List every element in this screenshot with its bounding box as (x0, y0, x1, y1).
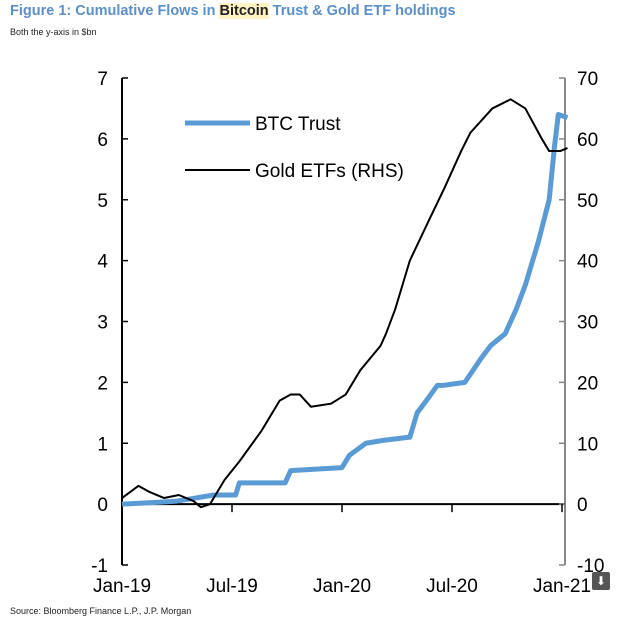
title-text: Figure 1: Cumulative Flows in (10, 3, 220, 19)
left-tick-label: 6 (97, 130, 108, 151)
chart-subtitle: Both the y-axis in $bn (10, 27, 97, 37)
x-tick-label: Jul-19 (206, 576, 258, 597)
legend-label: BTC Trust (255, 114, 341, 135)
right-tick-label: 10 (577, 434, 598, 455)
left-tick-label: 3 (97, 313, 108, 334)
chart-title: Figure 1: Cumulative Flows in Bitcoin Tr… (10, 3, 456, 19)
right-tick-label: 20 (577, 373, 598, 394)
left-tick-label: 1 (97, 434, 108, 455)
gold-etf-line (121, 98, 568, 509)
right-tick-label: 40 (577, 252, 598, 273)
legend-label: Gold ETFs (RHS) (255, 161, 404, 182)
x-tick-label: Jan-20 (313, 576, 371, 597)
left-tick-label: 2 (97, 373, 108, 394)
source-note: Source: Bloomberg Finance L.P., J.P. Mor… (10, 606, 192, 616)
download-icon[interactable]: ⬇ (592, 572, 610, 590)
x-tick-label: Jul-20 (426, 576, 478, 597)
title-text-end: Trust & Gold ETF holdings (268, 3, 456, 19)
right-tick-label: 30 (577, 313, 598, 334)
right-tick-label: 70 (577, 69, 598, 90)
x-tick-label: Jan-21 (533, 576, 591, 597)
title-highlight: Bitcoin (219, 3, 269, 19)
left-tick-label: 0 (97, 495, 108, 516)
x-tick-label: Jan-19 (93, 576, 151, 597)
right-tick-label: -10 (577, 556, 604, 577)
right-tick-label: 50 (577, 191, 598, 212)
right-tick-label: 60 (577, 130, 598, 151)
left-tick-label: 5 (97, 191, 108, 212)
btc-trust-line (121, 112, 569, 507)
left-tick-label: 7 (97, 69, 108, 90)
left-tick-label: 4 (97, 252, 108, 273)
right-tick-label: 0 (577, 495, 588, 516)
left-tick-label: -1 (91, 556, 108, 577)
